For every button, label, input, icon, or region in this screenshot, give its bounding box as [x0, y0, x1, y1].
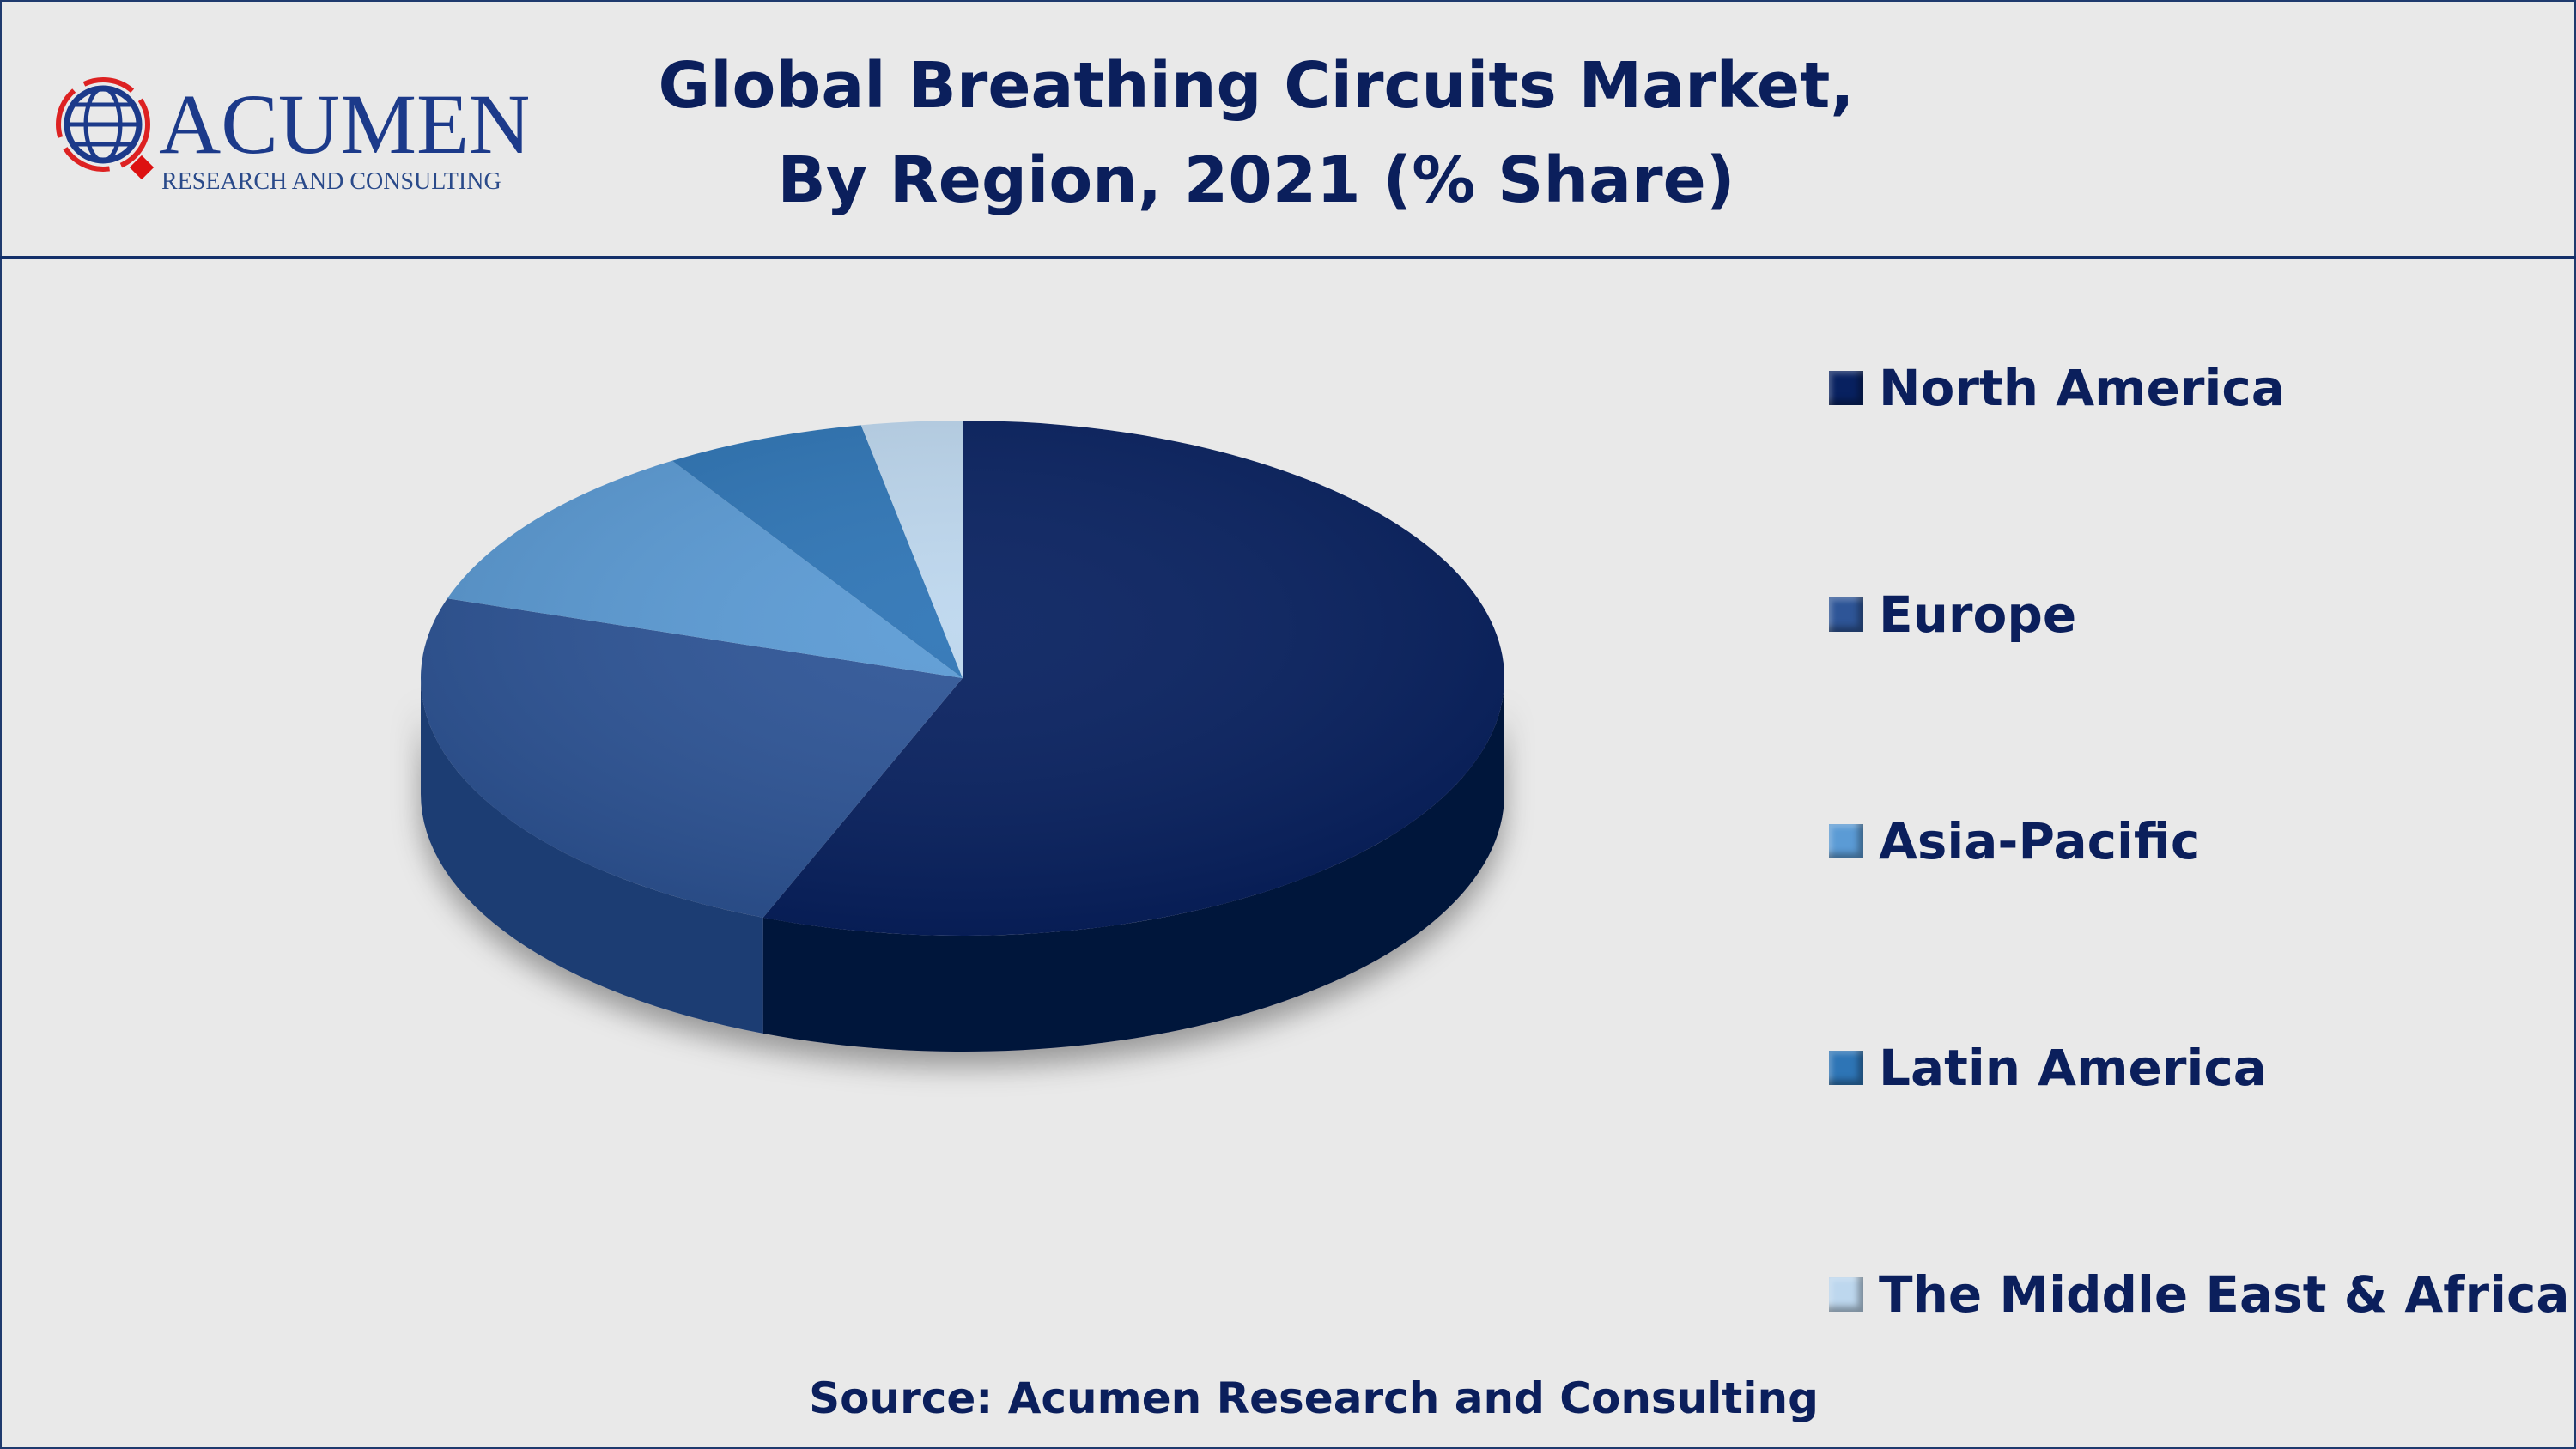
pie-side-europe	[421, 678, 763, 1034]
source-note: Source: Acumen Research and Consulting	[809, 1373, 1819, 1423]
legend-item: North America	[1829, 359, 2285, 417]
legend-item: Asia-Pacific	[1829, 812, 2200, 870]
legend-label: Latin America	[1879, 1039, 2267, 1097]
legend-item: Europe	[1829, 585, 2076, 644]
title-line-1: Global Breathing Circuits Market,	[658, 49, 1855, 123]
legend-label: The Middle East & Africa	[1879, 1265, 2570, 1324]
legend-item: Latin America	[1829, 1039, 2267, 1097]
legend-swatch	[1829, 1051, 1863, 1085]
legend-swatch	[1829, 371, 1863, 405]
header-divider	[0, 256, 2576, 259]
legend-swatch	[1829, 1277, 1863, 1312]
title-line-2: By Region, 2021 (% Share)	[777, 143, 1735, 217]
legend-label: Europe	[1879, 585, 2077, 644]
legend-item: The Middle East & Africa	[1829, 1265, 2570, 1324]
chart-title: Global Breathing Circuits Market, By Reg…	[569, 39, 1943, 227]
logo-subtext: RESEARCH AND CONSULTING	[161, 168, 501, 195]
legend-label: North America	[1879, 359, 2285, 417]
legend-swatch	[1829, 824, 1863, 858]
pie-side-north-america	[762, 678, 1505, 1052]
pie-shading	[421, 421, 1504, 936]
acumen-logo: ACUMEN RESEARCH AND CONSULTING	[56, 76, 528, 195]
legend-swatch	[1829, 597, 1863, 632]
logo-text: ACUMEN	[159, 76, 528, 172]
legend-label: Asia-Pacific	[1879, 812, 2201, 870]
